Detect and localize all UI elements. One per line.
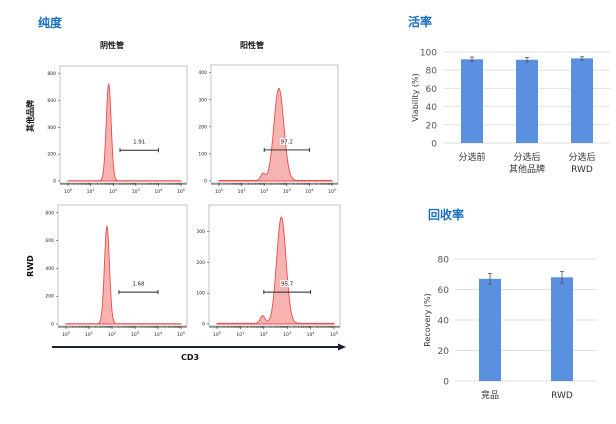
- y-tick-label: 80: [438, 256, 450, 266]
- recovery-title: 回收率: [428, 207, 464, 222]
- x-tick-label: 101: [85, 331, 93, 338]
- y-tick-label: 80: [426, 67, 438, 77]
- col-header-positive: 阳性管: [240, 40, 264, 50]
- x-tick-label: 103: [131, 331, 139, 338]
- histogram-curve: [67, 82, 182, 182]
- x-tick-label: 104: [154, 331, 163, 338]
- panel-frame: [57, 204, 188, 327]
- viability-title: 活率: [408, 14, 432, 29]
- x-tick-label: 101: [87, 188, 95, 195]
- y-axis-label: Recovery (%): [423, 293, 432, 346]
- y-tick-label: 0: [51, 322, 54, 328]
- y-tick-label: 800: [45, 210, 54, 216]
- histogram-panel: 0 200 400 600 800 100 101 102 103 104 105 1.91: [47, 65, 188, 195]
- y-tick-label: 60: [438, 286, 450, 296]
- y-tick-label: 400: [45, 266, 54, 272]
- histogram-panel: 0 100 200 300 100 101 102 103 104 105 95.7: [196, 204, 341, 338]
- y-tick-label: 100: [196, 291, 205, 297]
- x-tick-label: 101: [238, 188, 246, 195]
- category-label: RWD: [571, 165, 593, 175]
- recovery-chart: 0 20 40 60 80 Recovery (%) 竞品 RWD: [423, 256, 597, 401]
- bar: [571, 58, 593, 144]
- y-tick-label: 200: [198, 124, 207, 130]
- y-tick-label: 0: [443, 378, 449, 388]
- row-label-rwd: RWD: [26, 255, 35, 277]
- gate-percent-label: 95.7: [281, 282, 294, 288]
- x-tick-label: 100: [64, 188, 72, 195]
- y-tick-label: 200: [47, 152, 56, 158]
- bar: [551, 277, 573, 381]
- category-label: 分选前: [458, 151, 485, 163]
- gate-percent-label: 1.68: [132, 282, 145, 288]
- x-tick-label: 104: [307, 331, 316, 338]
- x-tick-label: 105: [328, 188, 336, 195]
- row-label-other-brand: 其他品牌: [25, 100, 35, 132]
- x-tick-label: 102: [108, 331, 116, 338]
- x-tick-label: 105: [177, 188, 185, 195]
- bar: [516, 59, 538, 143]
- x-tick-label: 104: [154, 188, 163, 195]
- gate-percent-label: 97.2: [281, 139, 293, 145]
- y-tick-label: 100: [420, 49, 437, 59]
- category-label: RWD: [551, 391, 573, 401]
- y-tick-label: 200: [45, 294, 54, 300]
- cd3-axis-label: CD3: [181, 353, 199, 362]
- y-tick-label: 20: [426, 121, 438, 131]
- y-tick-label: 40: [438, 317, 450, 327]
- bar: [461, 59, 483, 143]
- category-label: 分选后: [568, 151, 595, 163]
- bar: [479, 278, 501, 381]
- x-tick-label: 100: [215, 188, 223, 195]
- y-tick-label: 40: [426, 103, 438, 113]
- y-tick-label: 100: [198, 151, 207, 157]
- y-tick-label: 300: [196, 229, 205, 235]
- y-tick-label: 200: [196, 260, 205, 266]
- x-tick-label: 102: [260, 331, 268, 338]
- x-tick-label: 104: [305, 188, 314, 195]
- y-tick-label: 600: [45, 238, 54, 244]
- x-tick-label: 100: [213, 331, 221, 338]
- gate-label-bg: [131, 280, 146, 288]
- y-tick-label: 800: [47, 71, 56, 77]
- y-tick-label: 400: [47, 125, 56, 131]
- x-tick-label: 103: [132, 188, 140, 195]
- x-tick-label: 105: [177, 331, 185, 338]
- histogram-curve: [65, 224, 182, 325]
- histogram-curve: [216, 216, 335, 325]
- purity-title: 纯度: [38, 15, 63, 30]
- x-tick-label: 103: [283, 331, 291, 338]
- x-tick-label: 102: [109, 188, 117, 195]
- x-tick-label: 103: [283, 188, 291, 195]
- gate-label-bg: [279, 137, 294, 145]
- y-tick-label: 400: [198, 70, 207, 76]
- gate-label-bg: [280, 280, 295, 288]
- x-tick-label: 100: [62, 331, 70, 338]
- x-tick-label: 101: [236, 331, 244, 338]
- arrow-head-icon: [338, 343, 346, 351]
- category-label: 分选后: [513, 151, 540, 163]
- gate-label-bg: [132, 138, 147, 146]
- histogram-curve: [218, 88, 333, 182]
- y-axis-label: Viability (%): [411, 73, 420, 121]
- histogram-panel: 0 100 200 300 400 100 101 102 103 104 105 97.2: [198, 64, 339, 195]
- col-header-negative: 阴性管: [100, 40, 124, 50]
- category-label: 其他品牌: [509, 163, 545, 175]
- x-tick-label: 102: [260, 188, 268, 195]
- y-tick-label: 60: [426, 85, 438, 95]
- y-tick-label: 0: [204, 179, 207, 185]
- y-tick-label: 600: [47, 98, 56, 104]
- category-label: 竞品: [481, 389, 499, 401]
- y-tick-label: 20: [438, 347, 450, 357]
- y-tick-label: 0: [431, 140, 437, 150]
- x-tick-label: 105: [330, 331, 338, 338]
- y-tick-label: 0: [202, 322, 205, 328]
- y-tick-label: 0: [53, 179, 56, 185]
- y-tick-label: 300: [198, 97, 207, 103]
- histogram-panel: 0 200 400 600 800 100 101 102 103 104 105 1.68: [45, 204, 188, 338]
- gate-percent-label: 1.91: [133, 140, 145, 146]
- panel-frame: [59, 65, 188, 184]
